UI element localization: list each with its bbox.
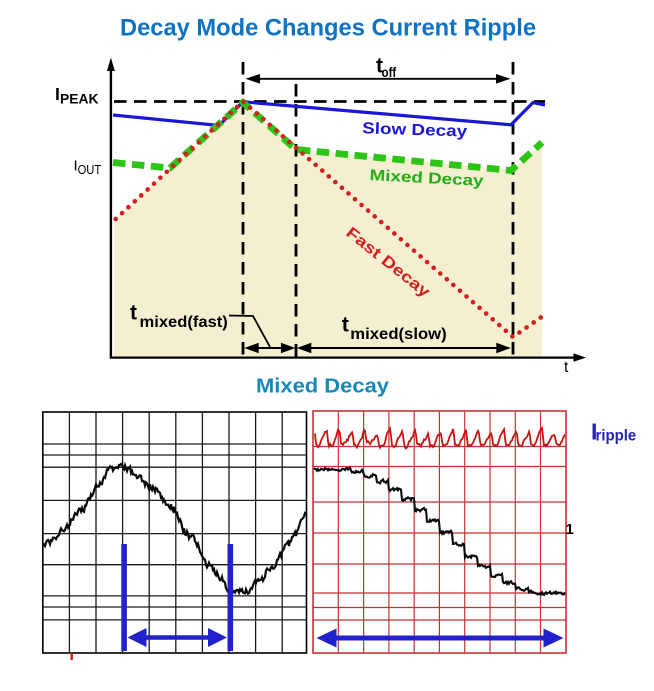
svg-text:OUT: OUT — [78, 162, 102, 177]
svg-text:Mixed Decay: Mixed Decay — [256, 376, 390, 398]
svg-text:t: t — [130, 302, 137, 325]
svg-text:t: t — [342, 313, 349, 337]
svg-text:ripple: ripple — [596, 428, 637, 445]
svg-text:1: 1 — [566, 521, 574, 538]
svg-text:off: off — [382, 65, 397, 80]
svg-text:I: I — [591, 418, 597, 444]
svg-text:Decay Mode Changes Current Rip: Decay Mode Changes Current Ripple — [120, 15, 536, 42]
svg-text:I: I — [74, 157, 78, 174]
svg-text:Slow Decay: Slow Decay — [362, 120, 468, 140]
svg-text:t: t — [564, 359, 569, 376]
svg-text:I: I — [55, 84, 60, 104]
svg-text:PEAK: PEAK — [60, 91, 99, 106]
svg-text:t: t — [376, 55, 383, 78]
svg-text:mixed(slow): mixed(slow) — [350, 326, 446, 343]
svg-text:Mixed Decay: Mixed Decay — [369, 167, 484, 190]
svg-text:mixed(fast): mixed(fast) — [140, 314, 228, 331]
